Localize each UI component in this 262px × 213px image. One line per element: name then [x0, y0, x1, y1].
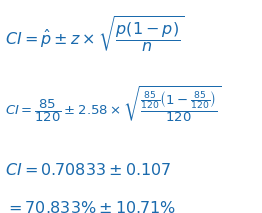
Text: $= 70.833\% \pm 10.71\%$: $= 70.833\% \pm 10.71\%$ [5, 200, 176, 213]
Text: $CI = \dfrac{85}{120} \pm 2.58 \times \sqrt{\dfrac{\frac{85}{120}\left(1-\frac{8: $CI = \dfrac{85}{120} \pm 2.58 \times \s… [5, 85, 221, 125]
Text: $CI = 0.70833 \pm 0.107$: $CI = 0.70833 \pm 0.107$ [5, 162, 172, 178]
Text: $CI = \hat{p} \pm z \times \sqrt{\dfrac{p(1-p)}{n}}$: $CI = \hat{p} \pm z \times \sqrt{\dfrac{… [5, 15, 184, 55]
